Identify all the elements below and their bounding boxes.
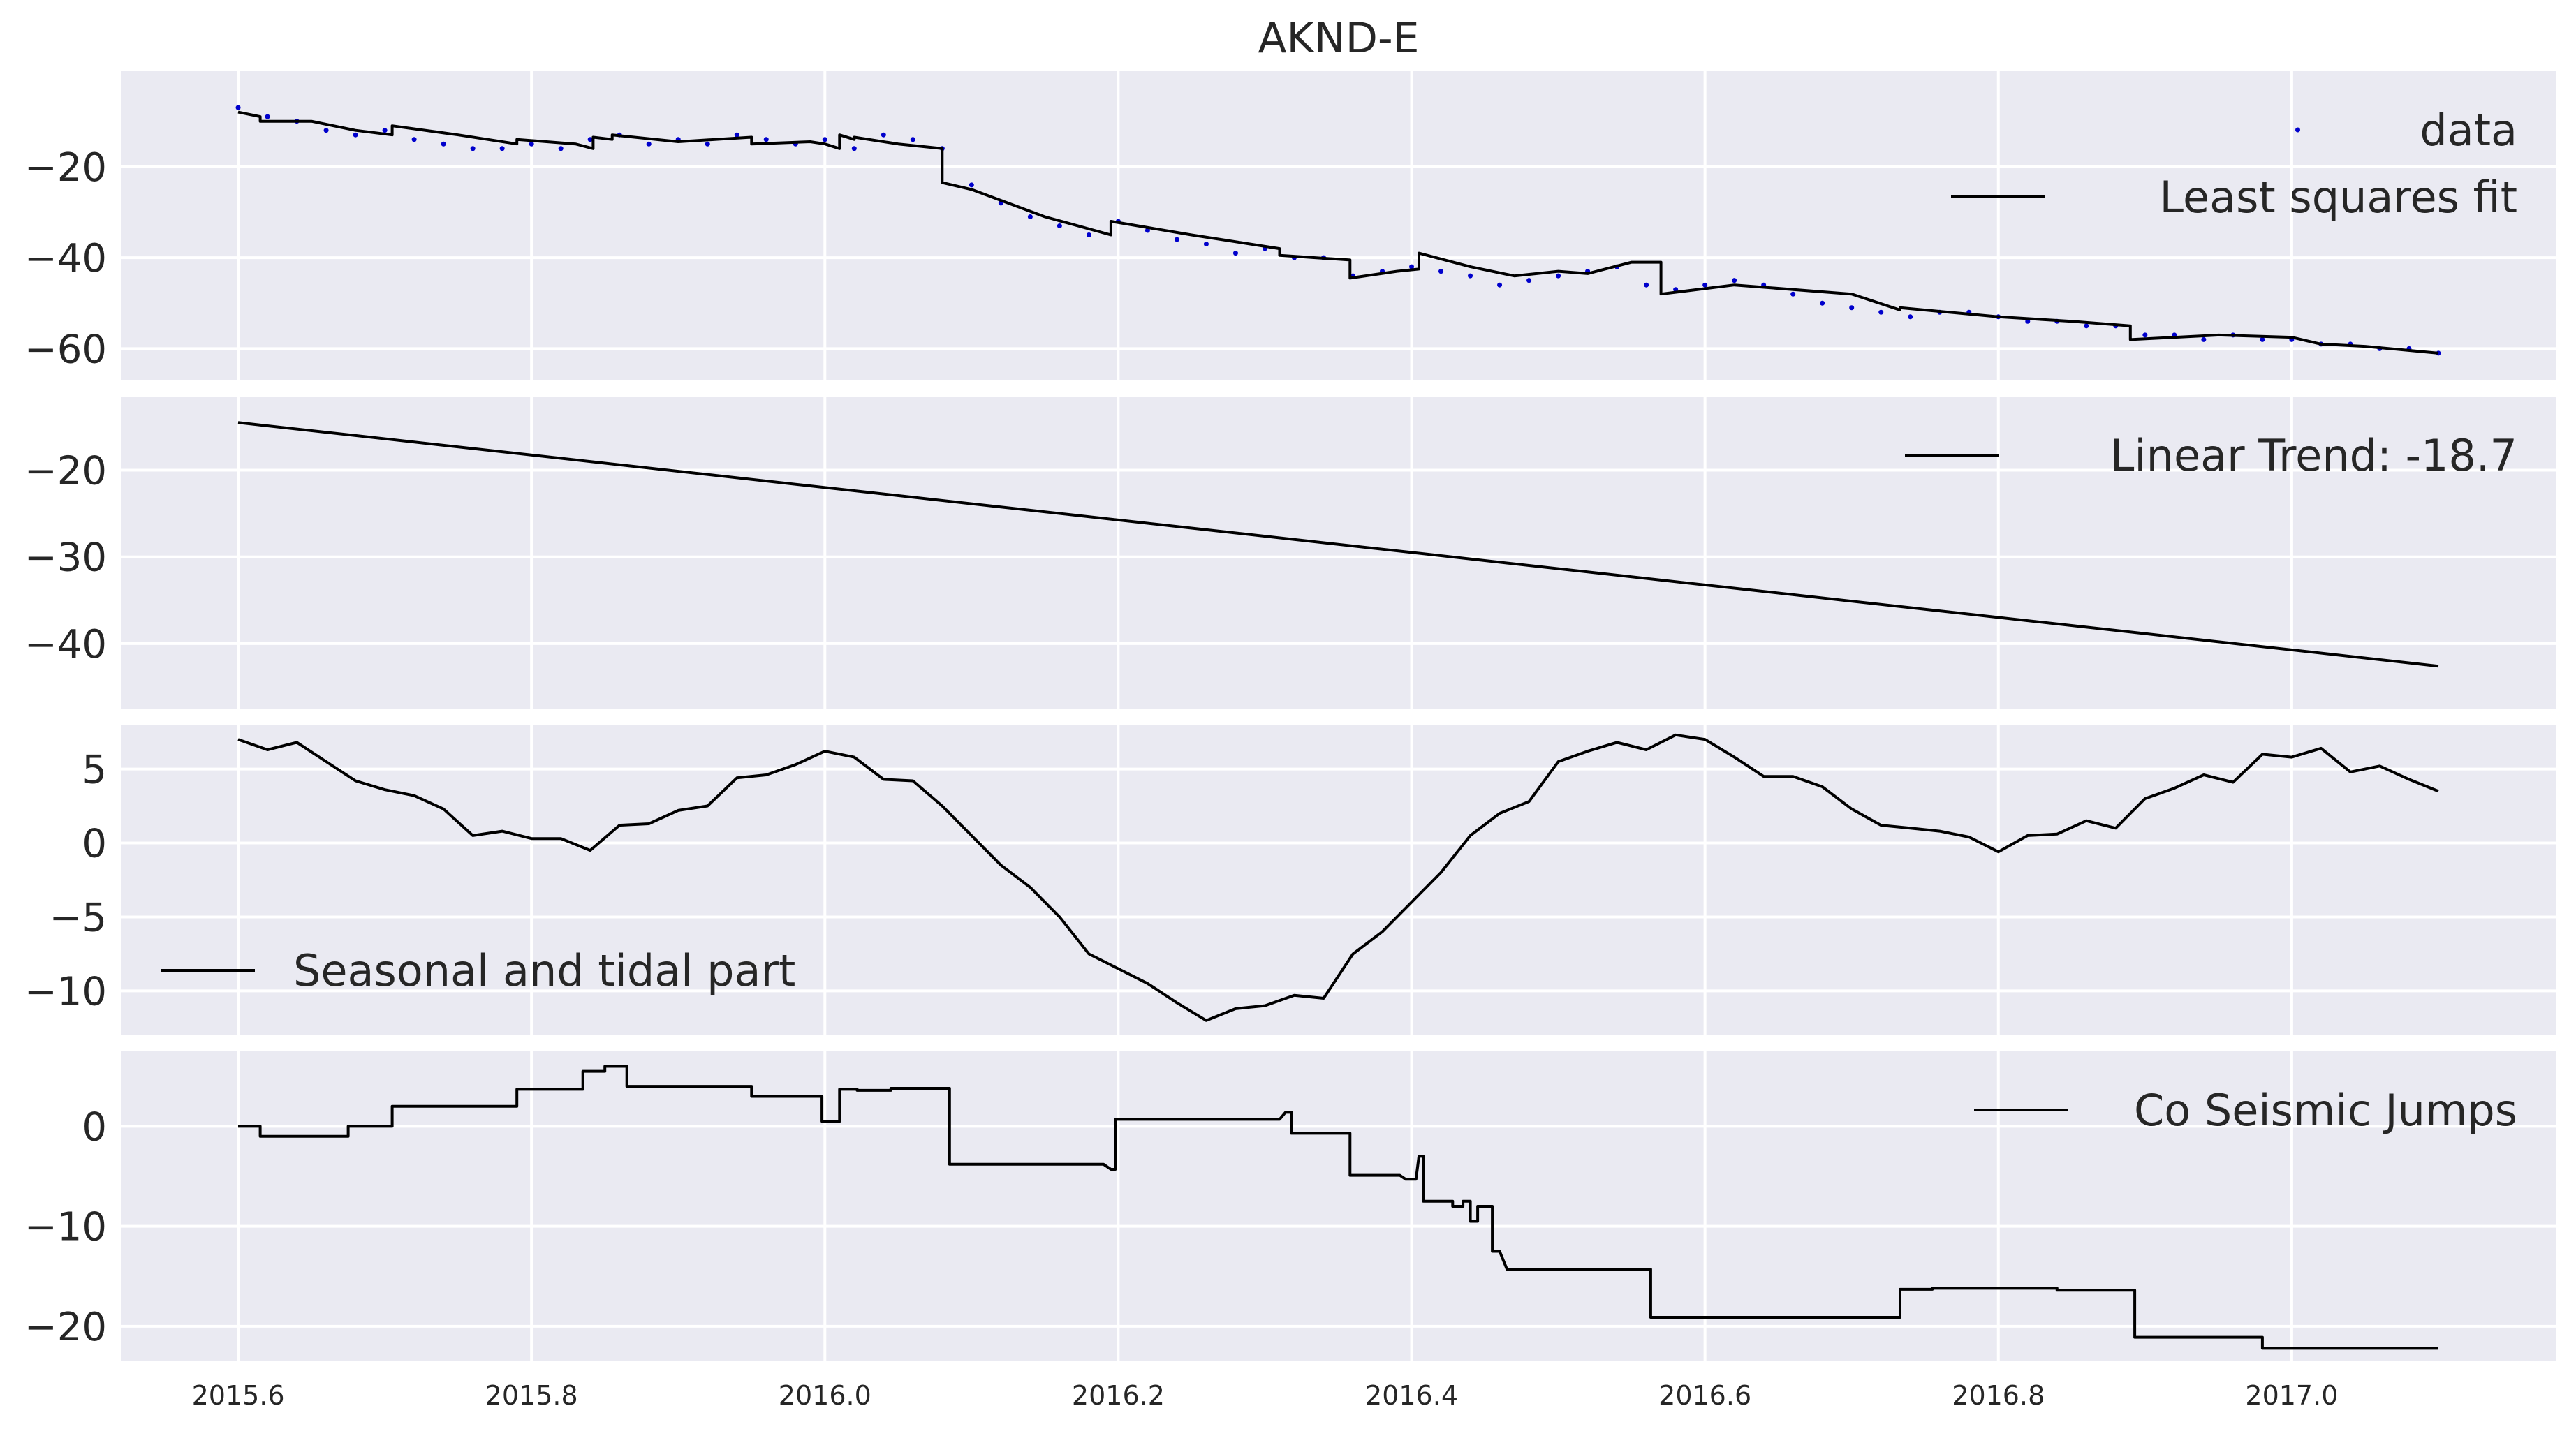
legend-label: data	[2420, 105, 2517, 156]
legend: data Least squares fit	[1951, 105, 2517, 223]
data-point	[646, 141, 652, 147]
x-tick-label: 2015.8	[485, 1380, 578, 1411]
legend-label: Seasonal and tidal part	[293, 945, 795, 996]
data-point	[499, 146, 505, 151]
data-point	[1849, 305, 1855, 311]
series-line	[237, 733, 2439, 1022]
y-tick-label: −10	[24, 969, 107, 1014]
data-point	[1878, 309, 1884, 315]
data-point	[881, 132, 886, 138]
data-point	[851, 146, 857, 151]
data-point	[969, 182, 974, 188]
data-point	[1057, 223, 1062, 228]
data-point	[1438, 269, 1444, 274]
x-tick-label: 2016.6	[1658, 1380, 1751, 1411]
x-tick-label: 2015.6	[192, 1380, 285, 1411]
data-point	[1145, 228, 1150, 233]
data-point	[910, 137, 915, 142]
data-point	[2025, 318, 2031, 324]
data-point	[1820, 300, 1825, 306]
legend-label: Linear Trend: -18.7	[2110, 430, 2517, 481]
y-tick-label: −30	[24, 535, 107, 581]
panel-background	[121, 725, 2556, 1035]
data-point	[1497, 282, 1503, 288]
data-point	[2260, 336, 2265, 342]
data-point	[822, 137, 827, 142]
panel-background	[121, 397, 2556, 709]
data-point	[470, 146, 476, 151]
data-point	[1203, 242, 1209, 247]
data-point	[353, 132, 358, 138]
legend-label: Least squares fit	[2160, 172, 2518, 223]
x-tick-label: 2016.4	[1365, 1380, 1458, 1411]
data-point	[1468, 273, 1473, 279]
legend: Co Seismic Jumps	[1974, 1085, 2517, 1136]
panel-background	[121, 71, 2556, 380]
data-point	[2201, 336, 2207, 342]
data-point	[1086, 232, 1091, 238]
data-point	[1409, 264, 1415, 269]
y-tick-label: −20	[24, 145, 107, 191]
data-point	[235, 105, 241, 110]
series-group	[238, 1065, 2438, 1350]
panel-2: −20 −30 −40 Linear Trend: -18.7	[24, 397, 2556, 709]
series-line	[237, 421, 2439, 668]
series-group	[237, 733, 2439, 1022]
y-tick-label: 5	[82, 748, 107, 793]
data-point	[1702, 282, 1708, 288]
y-tick-label: −60	[24, 327, 107, 372]
y-tick-label: −10	[24, 1205, 107, 1250]
data-point	[529, 141, 534, 147]
panel-4: 0 −10 −20 Co Seismic Jumps	[24, 1051, 2556, 1361]
x-tick-label: 2016.0	[779, 1380, 871, 1411]
y-tick-label: −40	[24, 236, 107, 281]
chart-title: AKND-E	[1258, 14, 1419, 63]
data-point	[411, 137, 417, 142]
panel-background	[121, 1051, 2556, 1361]
panel-3: 5 0 −5 −10 Seasonal and tidal part	[24, 725, 2556, 1035]
y-tick-label: 0	[82, 822, 107, 867]
y-tick-label: −20	[24, 1305, 107, 1350]
data-point	[705, 141, 710, 147]
data-point	[1790, 291, 1796, 297]
data-point	[763, 137, 769, 142]
series-line	[238, 1065, 2438, 1350]
data-point	[587, 137, 593, 142]
data-point	[1644, 282, 1649, 288]
x-tick-label: 2016.2	[1072, 1380, 1165, 1411]
data-point	[382, 128, 388, 133]
series-line	[237, 110, 2439, 355]
legend: Seasonal and tidal part	[161, 945, 795, 996]
data-point	[441, 141, 446, 147]
legend-marker	[2295, 127, 2300, 133]
legend: Linear Trend: -18.7	[1905, 430, 2517, 481]
data-point	[2084, 323, 2089, 329]
data-point	[734, 132, 739, 138]
x-tick-label: 2016.8	[1952, 1380, 2045, 1411]
data-point	[323, 128, 329, 133]
data-point	[1526, 278, 1532, 283]
y-tick-label: −5	[49, 895, 107, 940]
data-point	[265, 114, 270, 119]
series-group	[237, 421, 2439, 668]
data-point	[1027, 214, 1033, 219]
series-group	[235, 105, 2441, 356]
data-point	[1908, 314, 1913, 320]
data-point	[1732, 278, 1737, 283]
data-point	[1556, 273, 1561, 279]
data-point	[1174, 237, 1179, 242]
y-tick-label: −20	[24, 449, 107, 494]
legend-label: Co Seismic Jumps	[2134, 1085, 2517, 1136]
x-tick-label: 2017.0	[2245, 1380, 2338, 1411]
panel-1: −20 −40 −60 data Least squares fit	[24, 71, 2556, 380]
y-tick-label: 0	[82, 1104, 107, 1150]
y-tick-label: −40	[24, 622, 107, 667]
data-point	[1232, 251, 1238, 256]
data-point	[2142, 332, 2148, 338]
data-point	[558, 146, 564, 151]
